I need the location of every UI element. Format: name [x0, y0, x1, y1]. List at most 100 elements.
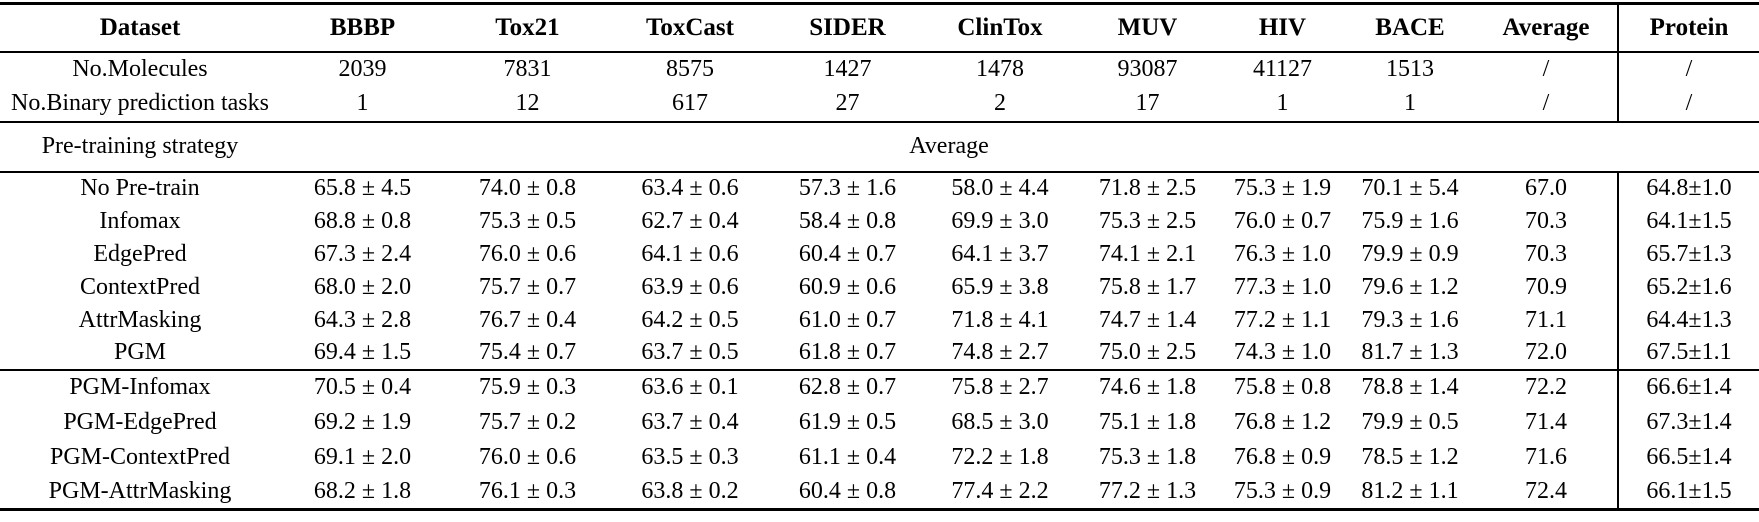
result-cell: 67.0	[1525, 175, 1567, 201]
header-row: Dataset BBBP Tox21 ToxCast SIDER ClinTox MUV HI…	[0, 3, 1759, 52]
result-cell: 71.8 ± 2.5	[1098, 175, 1197, 201]
result-cell: 77.3 ± 1.0	[1233, 273, 1332, 300]
result-cell: 67.3±1.4	[1617, 404, 1759, 440]
average-band-label: Average	[909, 133, 989, 159]
row-label: PGM-AttrMasking	[48, 477, 232, 504]
result-cell: 75.3 ± 1.9	[1233, 175, 1332, 201]
row-label: AttrMasking	[78, 306, 202, 333]
info-cell: 27	[835, 90, 860, 116]
result-cell: 72.2 ± 1.8	[951, 443, 1049, 470]
result-cell: 70.5 ± 0.4	[313, 374, 412, 400]
result-cell: 75.3 ± 2.5	[1098, 207, 1197, 234]
table-row: AttrMasking 64.3 ± 2.8 76.7 ± 0.4 64.2 ± 0.…	[0, 303, 1759, 337]
result-cell: 71.4	[1525, 408, 1567, 435]
info-cell: 1513	[1386, 56, 1434, 82]
info-cell: /	[1542, 90, 1550, 116]
column-header-bace: BACE	[1375, 13, 1445, 41]
table-row: No.Molecules 2039 7831 8575 1427 1478 93087 411…	[0, 51, 1759, 87]
pretraining-strategy-label: Pre-training strategy	[41, 133, 239, 159]
result-cell: 64.4±1.3	[1617, 303, 1759, 337]
result-cell: 63.9 ± 0.6	[641, 273, 739, 300]
column-header-protein: Protein	[1617, 3, 1759, 52]
result-cell: 69.9 ± 3.0	[951, 207, 1049, 234]
row-label: No Pre-train	[80, 175, 200, 201]
result-cell: 78.8 ± 1.4	[1361, 374, 1459, 400]
column-header-tox21: Tox21	[495, 13, 560, 41]
result-cell: 72.0	[1525, 339, 1567, 365]
info-cell: 2	[994, 90, 1006, 116]
result-cell: 65.2±1.6	[1617, 270, 1759, 304]
result-cell: 61.9 ± 0.5	[798, 408, 897, 435]
result-cell: 64.2 ± 0.5	[641, 306, 739, 333]
dataset-info-section: No.Molecules 2039 7831 8575 1427 1478 93087 411…	[0, 51, 1759, 122]
result-cell: 77.4 ± 2.2	[951, 477, 1049, 504]
column-header-hiv: HIV	[1258, 13, 1307, 41]
info-cell: 2039	[338, 56, 387, 82]
result-cell: 65.7±1.3	[1617, 237, 1759, 271]
table-row: ContextPred 68.0 ± 2.0 75.7 ± 0.7 63.9 ± 0.…	[0, 270, 1759, 304]
result-cell: 66.1±1.5	[1617, 474, 1759, 510]
result-cell: 75.8 ± 2.7	[951, 374, 1049, 400]
info-cell: 617	[672, 90, 708, 116]
result-cell: 72.4	[1525, 477, 1567, 504]
result-cell: 65.8 ± 4.5	[313, 175, 412, 201]
result-cell: 76.0 ± 0.6	[478, 443, 577, 470]
result-cell: 66.6±1.4	[1617, 369, 1759, 405]
result-cell: 66.5±1.4	[1617, 439, 1759, 475]
result-cell: 74.7 ± 1.4	[1098, 306, 1197, 333]
band-section: Pre-training strategy Average	[0, 121, 1759, 172]
row-label: PGM-EdgePred	[63, 408, 217, 435]
info-cell: 1	[1276, 90, 1289, 116]
result-cell: 78.5 ± 1.2	[1361, 443, 1459, 470]
result-cell: 81.7 ± 1.3	[1361, 339, 1459, 365]
info-cell: 1	[1404, 90, 1416, 116]
result-cell: 63.7 ± 0.5	[641, 339, 739, 365]
info-cell: /	[1542, 56, 1550, 82]
result-cell: 79.6 ± 1.2	[1361, 273, 1459, 300]
result-cell: 62.7 ± 0.4	[641, 207, 739, 234]
column-header-sider: SIDER	[809, 13, 886, 41]
result-cell: 75.4 ± 0.7	[478, 339, 577, 365]
result-cell: 71.8 ± 4.1	[951, 306, 1049, 333]
info-cell: 12	[515, 90, 540, 116]
table-row: EdgePred 67.3 ± 2.4 76.0 ± 0.6 64.1 ± 0.6 60…	[0, 237, 1759, 271]
result-cell: 71.1	[1525, 306, 1567, 333]
result-cell: 58.0 ± 4.4	[951, 175, 1049, 201]
row-label: Infomax	[99, 207, 181, 234]
result-cell: 68.0 ± 2.0	[313, 273, 412, 300]
result-cell: 75.9 ± 0.3	[478, 374, 577, 400]
info-cell: 17	[1135, 90, 1160, 116]
result-cell: 75.3 ± 0.5	[478, 207, 577, 234]
info-cell: 1427	[823, 56, 872, 82]
result-cell: 71.6	[1525, 443, 1567, 470]
result-cell: 60.4 ± 0.7	[798, 240, 897, 267]
info-cell: 93087	[1117, 56, 1178, 82]
info-cell: /	[1617, 51, 1759, 87]
table-row: No Pre-train 65.8 ± 4.5 74.0 ± 0.8 63.4 ± 0…	[0, 171, 1759, 205]
result-cell: 61.0 ± 0.7	[798, 306, 897, 333]
result-cell: 63.4 ± 0.6	[641, 175, 739, 201]
row-label: PGM-ContextPred	[50, 443, 230, 470]
result-cell: 67.3 ± 2.4	[313, 240, 412, 267]
result-cell: 70.9	[1525, 273, 1567, 300]
row-label: PGM	[113, 339, 167, 365]
result-cell: 72.2	[1525, 374, 1567, 400]
column-header-clintox: ClinTox	[957, 13, 1043, 41]
result-cell: 75.1 ± 1.8	[1098, 408, 1197, 435]
result-cell: 64.8±1.0	[1617, 171, 1759, 205]
result-cell: 69.1 ± 2.0	[313, 443, 412, 470]
result-cell: 65.9 ± 3.8	[951, 273, 1049, 300]
result-cell: 64.1 ± 3.7	[951, 240, 1049, 267]
result-cell: 77.2 ± 1.3	[1098, 477, 1197, 504]
result-cell: 63.6 ± 0.1	[641, 374, 739, 400]
result-cell: 64.1±1.5	[1617, 204, 1759, 238]
table-row: PGM-Infomax 70.5 ± 0.4 75.9 ± 0.3 63.6 ± 0.…	[0, 369, 1759, 405]
row-label: ContextPred	[80, 273, 200, 300]
column-header-muv: MUV	[1117, 13, 1178, 41]
result-cell: 76.1 ± 0.3	[478, 477, 577, 504]
result-cell: 74.6 ± 1.8	[1098, 374, 1197, 400]
result-cell: 74.8 ± 2.7	[951, 339, 1049, 365]
result-cell: 68.5 ± 3.0	[951, 408, 1049, 435]
info-cell: 1478	[976, 56, 1024, 82]
result-cell: 63.5 ± 0.3	[641, 443, 739, 470]
